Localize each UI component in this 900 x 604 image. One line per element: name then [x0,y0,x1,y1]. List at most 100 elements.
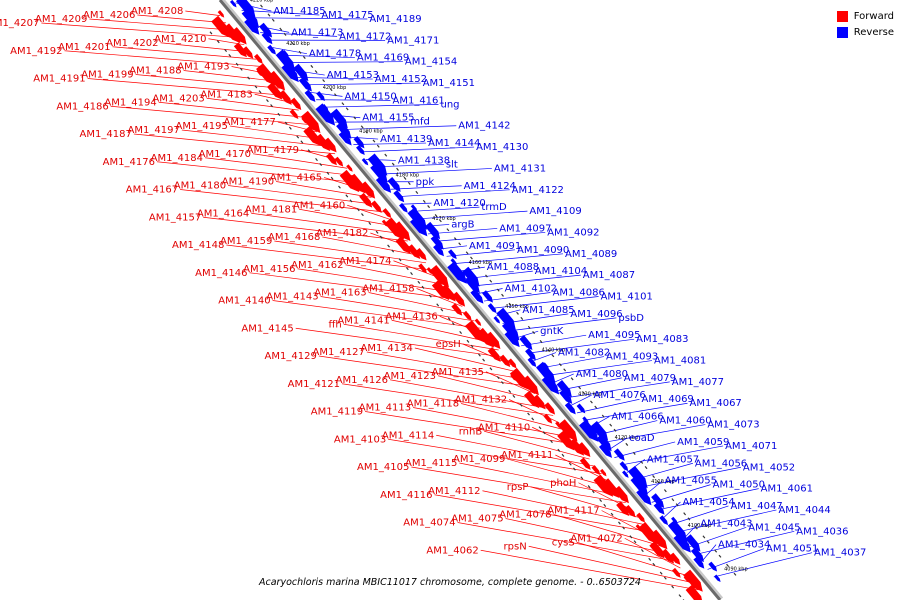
feature-tick [539,427,541,429]
gene-label: AM1_4089 [565,249,617,260]
gene-label: AM1_4159 [220,236,272,247]
gene-label: AM1_4109 [529,206,581,217]
gene-label: AM1_4114 [382,430,434,441]
feature-tick [618,522,620,524]
feature-tick [272,19,274,21]
gene-label: AM1_4206 [83,10,135,21]
gene-label: AM1_4170 [199,149,251,160]
gene-label: AM1_4113 [359,403,411,414]
gene-label: AM1_4180 [174,181,226,192]
gene-label: AM1_4093 [606,352,658,363]
gene-label: AM1_4080 [576,369,628,380]
leader-line [273,48,307,54]
leader-line [440,246,467,249]
gene-label: AM1_4158 [362,284,414,295]
gene-label: AM1_4047 [730,501,782,512]
gene-label: AM1_4083 [636,334,688,345]
gene-label: ung [440,99,459,110]
gene-label: AM1_4111 [501,450,553,461]
gene-label: AM1_4154 [405,57,457,68]
gene-label: AM1_4112 [428,486,480,497]
gene-label: AM1_4077 [672,377,724,388]
gene-label: slt [446,159,458,170]
gene-label: AM1_4102 [505,284,557,295]
gene-label: AM1_4105 [357,462,409,473]
gene-label: AM1_4173 [291,27,343,38]
leader-line [159,102,305,117]
gene-label: AM1_4181 [245,204,297,215]
legend: Forward Reverse [837,8,894,40]
gene-label: AM1_4207 [0,18,39,29]
gene-label: AM1_4153 [327,70,379,81]
gene-label: AM1_4073 [707,420,759,431]
feature-tick [734,573,736,575]
leader-line [393,261,438,278]
feature-tick [660,572,662,574]
feature-tick [641,461,643,463]
feature-tick [485,275,487,277]
map-caption: Acaryochloris marina MBIC11017 chromosom… [0,577,900,588]
feature-tick [416,191,418,193]
gene-label: epsH [436,339,461,350]
feature-tick [385,154,387,156]
gene-label: AM1_4067 [690,398,742,409]
feature-tick [236,63,238,65]
feature-tick [376,231,378,233]
gene-label: AM1_4143 [266,292,318,303]
gene-label: AM1_4062 [426,545,478,556]
gene-feature [383,208,392,218]
feature-tick [210,32,212,34]
gene-label: AM1_4078 [499,510,551,521]
gene-label: AM1_4138 [398,155,450,166]
gene-label: AM1_4115 [405,458,457,469]
gene-label: AM1_4097 [499,223,551,234]
legend-reverse: Reverse [837,24,894,40]
gene-label: AM1_4069 [642,394,694,405]
gene-label: AM1_4183 [200,89,252,100]
feature-tick [520,404,522,406]
feature-tick [339,186,341,188]
gene-label: AM1_4123 [384,371,436,382]
feature-tick [261,5,263,7]
gene-label: AM1_4182 [316,228,368,239]
leader-line [64,51,262,67]
feature-tick [437,304,439,306]
gene-label: AM1_4043 [700,518,752,529]
feature-tick [478,266,480,268]
gene-label: AM1_4052 [743,462,795,473]
leader-line [534,353,556,361]
gene-label: AM1_4059 [677,437,729,448]
gene-label: AM1_4140 [218,296,270,307]
feature-tick [388,245,390,247]
feature-tick [470,257,472,259]
feature-tick [342,103,344,105]
gene-label: AM1_4095 [588,330,640,341]
gene-label: AM1_4194 [104,97,156,108]
gene-label: AM1_4121 [288,379,340,390]
feature-tick [579,387,581,389]
gene-label: AM1_4054 [682,497,734,508]
feature-tick [411,272,413,274]
gene-feature [230,0,237,7]
reverse-swatch [837,27,848,38]
feature-tick [373,140,375,142]
feature-tick [571,378,573,380]
gene-feature [620,461,629,471]
gene-label: AM1_4056 [695,458,747,469]
feature-tick [346,195,348,197]
gene-label: AM1_4045 [748,522,800,533]
feature-tick [297,136,299,138]
feature-tick [641,549,643,551]
leader-line [714,553,812,577]
leader-line [254,25,289,32]
feature-tick [649,558,651,560]
feature-tick [280,28,282,30]
feature-tick [316,158,318,160]
leader-line [310,92,343,96]
gene-label: AM1_4169 [357,53,409,64]
gene-label: AM1_4085 [522,305,574,316]
gene-label: AM1_4152 [375,74,427,85]
gene-label: AM1_4203 [152,93,204,104]
feature-tick [501,381,503,383]
gene-label: AM1_4155 [362,113,414,124]
